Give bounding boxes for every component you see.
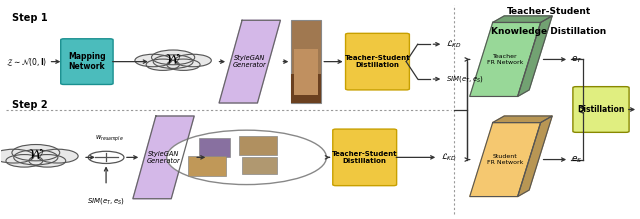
Text: Teacher-Student: Teacher-Student (506, 7, 591, 16)
Bar (291, 74, 321, 103)
FancyBboxPatch shape (573, 87, 629, 132)
Bar (239, 136, 277, 155)
FancyBboxPatch shape (333, 129, 397, 186)
Polygon shape (470, 23, 541, 96)
Text: $w_{resample}$: $w_{resample}$ (95, 134, 124, 144)
Circle shape (167, 59, 200, 70)
Polygon shape (219, 20, 280, 103)
Bar (242, 157, 277, 174)
Text: Step 1: Step 1 (12, 13, 48, 23)
Circle shape (175, 54, 211, 67)
Circle shape (135, 54, 172, 67)
Text: $e_S$: $e_S$ (571, 154, 582, 165)
Text: StyleGAN
Generator: StyleGAN Generator (147, 151, 180, 164)
Polygon shape (493, 116, 552, 123)
Text: Student
FR Network: Student FR Network (487, 154, 524, 165)
Text: $\mathcal{L}_{KD}$: $\mathcal{L}_{KD}$ (442, 152, 458, 163)
Text: Mapping
Network: Mapping Network (68, 52, 106, 71)
Text: $\mathcal{W}$: $\mathcal{W}$ (28, 148, 44, 162)
Bar (199, 138, 230, 157)
Circle shape (13, 150, 58, 165)
Circle shape (153, 55, 193, 68)
Polygon shape (493, 16, 552, 23)
Bar (291, 20, 321, 103)
Text: $\mathcal{L}_{KD}$: $\mathcal{L}_{KD}$ (446, 39, 462, 50)
Polygon shape (518, 116, 552, 196)
Circle shape (38, 149, 78, 163)
FancyBboxPatch shape (61, 39, 113, 85)
Circle shape (0, 149, 34, 163)
Text: Teacher-Student
Distillation: Teacher-Student Distillation (345, 55, 410, 68)
Circle shape (6, 155, 43, 167)
Text: Teacher
FR Network: Teacher FR Network (487, 54, 524, 65)
Text: Distillation: Distillation (577, 105, 625, 114)
Text: $e_T$: $e_T$ (571, 54, 583, 65)
Polygon shape (518, 16, 552, 96)
Circle shape (146, 59, 179, 70)
Text: Teacher-Student
Distillation: Teacher-Student Distillation (332, 151, 397, 164)
Text: $SIM(e_T, e_S)$: $SIM(e_T, e_S)$ (87, 196, 125, 206)
Bar (294, 49, 318, 95)
Circle shape (29, 155, 66, 167)
Circle shape (167, 130, 326, 185)
Text: StyleGAN
Generator: StyleGAN Generator (233, 55, 267, 68)
Text: $SIM(e_T, e_S)$: $SIM(e_T, e_S)$ (446, 74, 484, 84)
FancyBboxPatch shape (346, 33, 410, 90)
Polygon shape (133, 116, 194, 199)
Text: $\mathcal{W}$: $\mathcal{W}$ (165, 52, 181, 66)
Text: Step 2: Step 2 (12, 100, 48, 110)
Bar (188, 156, 226, 176)
Text: Knowledge Distillation: Knowledge Distillation (491, 27, 606, 36)
Polygon shape (470, 123, 541, 196)
Text: $\mathcal{Z} \sim \mathcal{N}(0,\mathbf{I})$: $\mathcal{Z} \sim \mathcal{N}(0,\mathbf{… (6, 56, 47, 68)
Circle shape (12, 145, 60, 161)
Circle shape (152, 50, 195, 65)
